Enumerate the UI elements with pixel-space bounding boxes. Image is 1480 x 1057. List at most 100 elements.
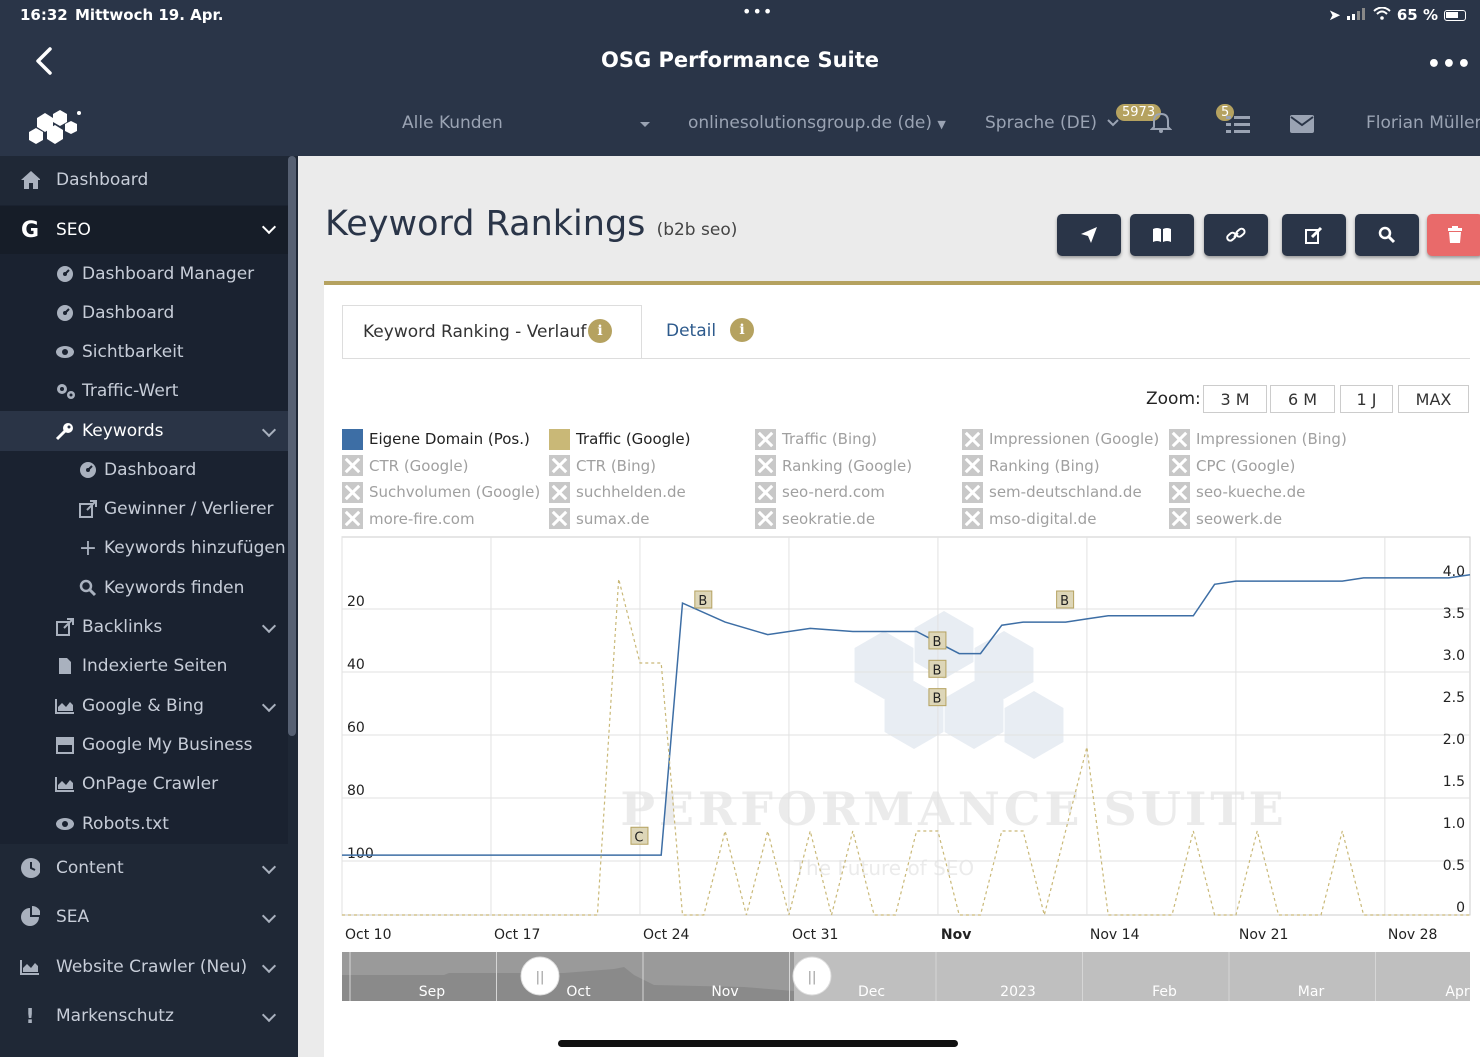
- disabled-series-icon: [755, 481, 776, 503]
- book-button[interactable]: [1130, 214, 1194, 256]
- delete-button[interactable]: [1427, 214, 1480, 256]
- customer-select[interactable]: Alle Kunden: [402, 113, 503, 133]
- keyword-ranking-chart[interactable]: PERFORMANCE SUITE The Future of SEO Oct 10…: [324, 285, 1480, 1057]
- legend-item[interactable]: Ranking (Google): [755, 455, 912, 477]
- legend-item[interactable]: seowerk.de: [1169, 508, 1282, 530]
- chevron-down-icon[interactable]: [261, 908, 277, 924]
- caret-down-icon[interactable]: [640, 122, 650, 127]
- sidebar-item-onpage-crawler[interactable]: OnPage Crawler: [0, 764, 288, 804]
- legend-item[interactable]: CTR (Google): [342, 455, 468, 477]
- logo[interactable]: [25, 104, 85, 148]
- legend-item[interactable]: seo-kueche.de: [1169, 481, 1305, 503]
- annotation-flag: [928, 688, 947, 707]
- legend-item[interactable]: more-fire.com: [342, 508, 475, 530]
- sidebar-item-robots-txt[interactable]: Robots.txt: [0, 804, 288, 844]
- legend-label: Suchvolumen (Google): [369, 483, 541, 501]
- tab-detail[interactable]: Detail i: [644, 305, 784, 359]
- legend-item[interactable]: Ranking (Bing): [962, 455, 1100, 477]
- sidebar-item-markenschutz[interactable]: ! Markenschutz: [0, 996, 288, 1036]
- annotation-label: C: [634, 830, 643, 845]
- multitasking-dots-icon[interactable]: •••: [742, 2, 774, 21]
- sidebar-item-dashboard[interactable]: Dashboard: [0, 450, 288, 490]
- legend-item[interactable]: sumax.de: [549, 508, 650, 530]
- navigator-label: Feb: [1152, 984, 1177, 1000]
- more-menu-icon[interactable]: •••: [1426, 52, 1472, 77]
- bell-icon[interactable]: [1149, 110, 1173, 139]
- link-button[interactable]: [1204, 214, 1268, 256]
- legend-item[interactable]: seokratie.de: [755, 508, 875, 530]
- sidebar-item-google-bing[interactable]: Google & Bing: [0, 686, 288, 726]
- chevron-down-icon[interactable]: [261, 697, 277, 713]
- navigator-handle[interactable]: [520, 956, 560, 996]
- navigator-handle[interactable]: [792, 956, 832, 996]
- info-icon[interactable]: i: [588, 319, 612, 343]
- legend-item[interactable]: CPC (Google): [1169, 455, 1295, 477]
- sidebar-item-backlinks[interactable]: Backlinks: [0, 607, 288, 647]
- sidebar-item-keywords-finden[interactable]: Keywords finden: [0, 568, 288, 608]
- sidebar-item-dashboard-manager[interactable]: Dashboard Manager: [0, 254, 288, 294]
- tab-verlauf[interactable]: Keyword Ranking - Verlauf i: [342, 305, 642, 359]
- legend-item[interactable]: Impressionen (Google): [962, 428, 1159, 450]
- back-button[interactable]: [28, 44, 62, 78]
- zoom-1j-button[interactable]: 1 J: [1340, 385, 1393, 413]
- sidebar-item-keywords[interactable]: Keywords: [0, 411, 288, 451]
- language-select[interactable]: Sprache (DE): [985, 113, 1120, 133]
- sidebar-item-website-crawler-neu[interactable]: Website Crawler (Neu): [0, 947, 288, 987]
- x-tick-label: Nov 21: [1239, 927, 1289, 943]
- zoom-3m-button[interactable]: 3 M: [1203, 385, 1267, 413]
- legend-swatch: [342, 428, 363, 450]
- legend-item[interactable]: sem-deutschland.de: [962, 481, 1142, 503]
- legend-item[interactable]: Impressionen (Bing): [1169, 428, 1347, 450]
- plus-icon: +: [78, 535, 98, 561]
- chevron-down-icon[interactable]: [261, 1007, 277, 1023]
- envelope-icon[interactable]: [1290, 115, 1314, 138]
- tasks-icon[interactable]: [1226, 114, 1252, 139]
- legend-item[interactable]: mso-digital.de: [962, 508, 1096, 530]
- chevron-down-icon[interactable]: [261, 618, 277, 634]
- sidebar-item-seo[interactable]: G SEO: [0, 206, 288, 254]
- sidebar-item-label: Dashboard: [104, 460, 197, 480]
- legend-item[interactable]: Eigene Domain (Pos.): [342, 428, 530, 450]
- edit-button[interactable]: [1282, 214, 1346, 256]
- battery-percent: 65 %: [1396, 6, 1438, 24]
- info-icon[interactable]: i: [730, 318, 754, 342]
- chevron-down-icon[interactable]: [261, 422, 277, 438]
- legend-item[interactable]: Traffic (Bing): [755, 428, 877, 450]
- send-button[interactable]: [1057, 214, 1121, 256]
- home-indicator[interactable]: [558, 1040, 958, 1047]
- sidebar-item-traffic-wert[interactable]: Traffic-Wert: [0, 371, 288, 411]
- legend-item[interactable]: Suchvolumen (Google): [342, 481, 540, 503]
- user-menu[interactable]: Florian Müller: [1366, 113, 1480, 133]
- sidebar-item-content[interactable]: Content: [0, 848, 288, 888]
- legend-item[interactable]: seo-nerd.com: [755, 481, 885, 503]
- sidebar-item-indexierte-seiten[interactable]: Indexierte Seiten: [0, 646, 288, 686]
- legend-item[interactable]: suchhelden.de: [549, 481, 686, 503]
- chevron-down-icon[interactable]: [261, 958, 277, 974]
- sidebar-item-sichtbarkeit[interactable]: Sichtbarkeit: [0, 332, 288, 372]
- zoom-max-button[interactable]: MAX: [1398, 385, 1469, 413]
- sidebar-item-google-my-business[interactable]: Google My Business: [0, 725, 288, 765]
- navigator-label: Oct: [566, 984, 591, 1000]
- zoom-6m-button[interactable]: 6 M: [1270, 385, 1335, 413]
- x-tick-label: Oct 24: [643, 927, 690, 943]
- sidebar-item-label: Google My Business: [82, 735, 253, 755]
- sidebar-item-sea[interactable]: SEA: [0, 897, 288, 937]
- chevron-down-icon[interactable]: [261, 859, 277, 875]
- sidebar-item-dashboard[interactable]: Dashboard: [0, 160, 288, 200]
- sidebar-item-keywords-hinzufügen[interactable]: + Keywords hinzufügen: [0, 528, 288, 568]
- chevron-down-icon[interactable]: [261, 219, 277, 235]
- annotation-label: B: [932, 635, 941, 650]
- legend-item[interactable]: CTR (Bing): [549, 455, 656, 477]
- legend-label: seo-kueche.de: [1196, 483, 1306, 501]
- sidebar-item-gewinner-verlierer[interactable]: Gewinner / Verlierer: [0, 489, 288, 529]
- google-icon: G: [20, 217, 40, 243]
- page-subtitle: (b2b seo): [656, 220, 738, 240]
- x-tick-label: Nov: [941, 927, 971, 943]
- legend-item[interactable]: Traffic (Google): [549, 428, 690, 450]
- sidebar-item-dashboard[interactable]: Dashboard: [0, 293, 288, 333]
- navigator-handle-grip: ||: [808, 970, 817, 985]
- search-button[interactable]: [1355, 214, 1419, 256]
- domain-select[interactable]: onlinesolutionsgroup.de (de) ▼: [688, 113, 946, 133]
- sidebar-scrollbar[interactable]: [288, 156, 296, 736]
- x-tick-label: Nov 28: [1388, 927, 1438, 943]
